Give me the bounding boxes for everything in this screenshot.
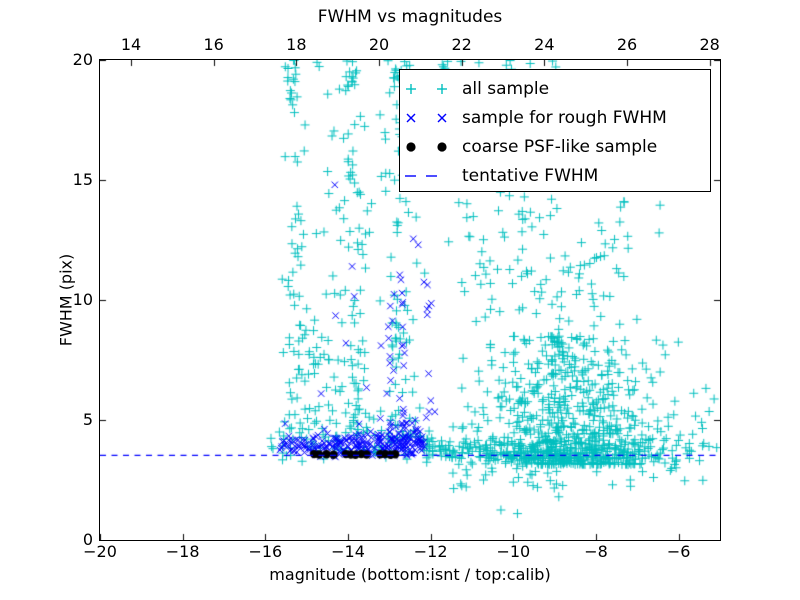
legend-label: tentative FWHM — [462, 165, 599, 186]
x-marker-icon — [406, 113, 447, 122]
plus-marker-icon — [406, 83, 447, 94]
legend-entry-4: tentative FWHM — [402, 161, 710, 190]
x-bottom-tick-label: −8 — [584, 542, 608, 561]
y-axis-label: FWHM (pix) — [56, 253, 76, 347]
x-bottom-tick-label: −18 — [165, 542, 200, 561]
x-top-tick-label: 22 — [451, 35, 472, 54]
x-axis-label: magnitude (bottom:isnt / top:calib) — [269, 565, 551, 584]
dot-marker-icon — [406, 141, 447, 152]
y-tick-label: 15 — [72, 170, 93, 189]
x-top-tick-label: 16 — [203, 35, 224, 54]
y-tick-label: 10 — [72, 290, 93, 309]
x-bottom-tick-label: −6 — [666, 542, 691, 561]
legend-entry-2: sample for rough FWHM — [402, 103, 710, 132]
x-top-tick-label: 28 — [699, 35, 720, 54]
x-bottom-tick-label: −10 — [496, 542, 531, 561]
y-tick-label: 0 — [82, 530, 93, 549]
y-tick-label: 5 — [82, 410, 93, 429]
legend-label: all sample — [462, 78, 550, 99]
x-top-tick-label: 20 — [368, 35, 390, 54]
x-bottom-tick-label: −20 — [83, 542, 117, 561]
x-top-tick-label: 14 — [120, 35, 142, 54]
x-top-tick-label: 18 — [286, 35, 307, 54]
x-bottom-tick-label: −12 — [413, 542, 448, 561]
x-bottom-tick-label: −16 — [248, 542, 283, 561]
x-top-tick-label: 26 — [616, 35, 638, 54]
legend-entry-3: coarse PSF-like sample — [402, 132, 710, 161]
chart-title: FWHM vs magnitudes — [317, 7, 503, 27]
legend: all sample sample for rough FWHM coarse PS… — [399, 69, 711, 192]
x-bottom-tick-label: −14 — [331, 542, 365, 561]
legend-label: coarse PSF-like sample — [462, 136, 658, 157]
x-top-tick-label: 24 — [534, 35, 555, 54]
legend-label: sample for rough FWHM — [462, 107, 667, 128]
dashes-marker-icon — [405, 174, 437, 177]
y-tick-label: 20 — [72, 50, 93, 69]
legend-entry-1: all sample — [402, 74, 710, 103]
